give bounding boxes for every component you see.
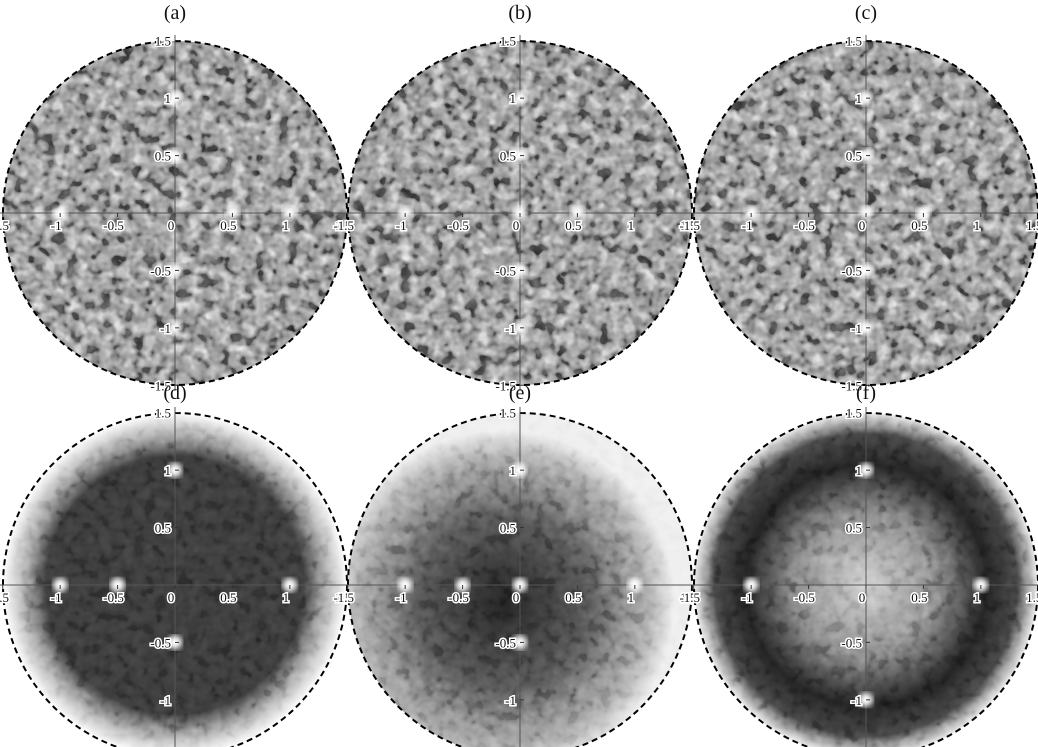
x-tick-label: -0.5 [448, 590, 469, 605]
y-tick-label: 0.5 [155, 521, 171, 536]
y-tick-label: 1.5 [500, 406, 516, 421]
y-tick-label: 1 [856, 91, 863, 106]
y-tick-label: -1.5 [150, 378, 171, 393]
x-tick-label: 0.5 [565, 590, 581, 605]
x-tick-label: 0.5 [911, 590, 927, 605]
y-tick-label: -1.5 [841, 378, 862, 393]
y-tick-label: -0.5 [150, 263, 171, 278]
y-tick-label: -0.5 [841, 263, 862, 278]
x-tick-label: -1.5 [0, 590, 9, 605]
x-tick-label: -1 [51, 218, 62, 233]
x-tick-label: -0.5 [794, 218, 815, 233]
x-tick-label: -1.5 [679, 590, 700, 605]
y-tick-label: 1 [165, 463, 172, 478]
y-tick-label: -1 [851, 693, 862, 708]
x-tick-label: -1.5 [679, 218, 700, 233]
panel-title: (f) [856, 382, 876, 404]
y-tick-label: 1 [510, 91, 517, 106]
x-tick-label: -1.5 [0, 218, 9, 233]
y-tick-label: 1.5 [500, 34, 516, 49]
y-tick-label: -0.5 [841, 635, 862, 650]
x-tick-label: -1 [396, 590, 407, 605]
y-tick-label: 0.5 [155, 149, 171, 164]
x-tick-label: 1 [974, 218, 981, 233]
x-tick-label: 1 [283, 218, 290, 233]
y-tick-label: 1.5 [846, 406, 862, 421]
x-tick-label: -0.5 [794, 590, 815, 605]
panel-title: (b) [508, 2, 531, 24]
x-tick-label: 1.5 [680, 590, 696, 605]
x-tick-label: 1 [974, 590, 981, 605]
x-tick-label: 1 [628, 218, 635, 233]
x-tick-label: 1.5 [1026, 590, 1038, 605]
x-tick-label: -0.5 [103, 218, 124, 233]
x-tick-label: 0.5 [565, 218, 581, 233]
y-tick-label: 1 [165, 91, 172, 106]
y-tick-label: -1 [505, 321, 516, 336]
x-tick-label: 1.5 [680, 218, 696, 233]
x-tick-label: 0.5 [220, 218, 236, 233]
x-tick-label: 0 [859, 218, 866, 233]
y-tick-label: 1.5 [155, 406, 171, 421]
panel-title: (e) [509, 382, 531, 404]
x-tick-label: -1 [396, 218, 407, 233]
x-tick-label: 0 [513, 590, 520, 605]
y-tick-label: -1 [851, 321, 862, 336]
y-tick-label: 0.5 [500, 521, 516, 536]
x-tick-label: 0 [168, 590, 175, 605]
y-tick-label: -0.5 [495, 635, 516, 650]
y-tick-label: -1 [160, 321, 171, 336]
x-tick-label: 1 [283, 590, 290, 605]
y-tick-label: 1 [510, 463, 517, 478]
y-tick-label: 1.5 [846, 34, 862, 49]
y-tick-label: -1.5 [495, 378, 516, 393]
x-tick-label: -0.5 [103, 590, 124, 605]
y-tick-label: -0.5 [150, 635, 171, 650]
x-tick-label: 0 [168, 218, 175, 233]
x-tick-label: 0 [859, 590, 866, 605]
x-tick-label: 0 [513, 218, 520, 233]
x-tick-label: 0.5 [220, 590, 236, 605]
x-tick-label: 1 [628, 590, 635, 605]
y-tick-label: 1.5 [155, 34, 171, 49]
x-tick-label: -1 [51, 590, 62, 605]
x-tick-label: -1.5 [333, 218, 354, 233]
y-tick-label: 0.5 [846, 149, 862, 164]
y-tick-label: -1 [505, 693, 516, 708]
x-tick-label: 0.5 [911, 218, 927, 233]
y-tick-label: 0.5 [500, 149, 516, 164]
panel-title: (d) [163, 382, 186, 404]
y-tick-label: 1 [856, 463, 863, 478]
x-tick-label: -1.5 [333, 590, 354, 605]
x-tick-label: -1 [742, 218, 753, 233]
panel-title: (a) [164, 2, 186, 24]
x-tick-label: 1.5 [1026, 218, 1038, 233]
panel-title: (c) [855, 2, 877, 24]
y-tick-label: -1 [160, 693, 171, 708]
y-tick-label: -0.5 [495, 263, 516, 278]
y-tick-label: 0.5 [846, 521, 862, 536]
x-tick-label: -0.5 [448, 218, 469, 233]
x-tick-label: -1 [742, 590, 753, 605]
